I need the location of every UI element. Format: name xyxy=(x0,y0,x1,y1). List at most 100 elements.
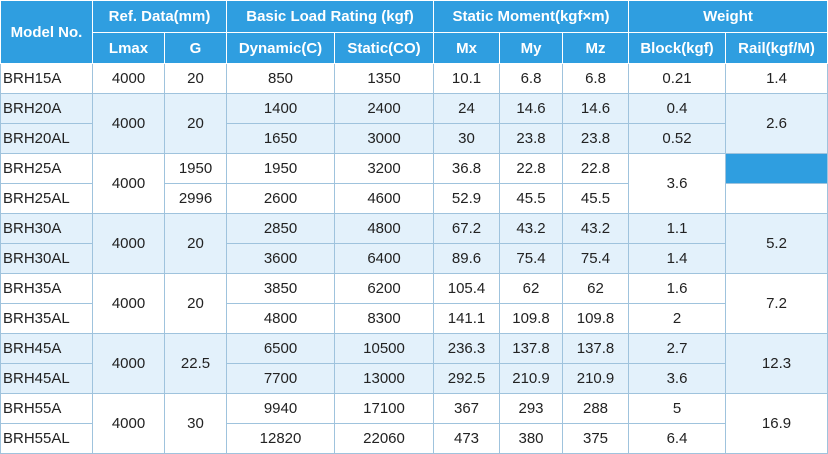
model-cell: BRH45A xyxy=(0,333,93,364)
rail-cell-empty xyxy=(725,183,828,214)
my-cell: 23.8 xyxy=(499,123,564,154)
my-cell: 380 xyxy=(499,423,564,454)
mz-cell: 6.8 xyxy=(562,63,630,94)
header-weight: Weight xyxy=(628,0,828,33)
mz-cell: 288 xyxy=(562,393,630,424)
table-row: BRH35A 4000 20 3850 6200 105.4 62 62 1.6… xyxy=(0,273,828,334)
static-cell: 3200 xyxy=(333,153,435,184)
static-cell: 4800 xyxy=(333,213,435,244)
header-row-sub: Lmax G Dynamic(C) Static(CO) Mx My Mz Bl… xyxy=(1,32,828,64)
static-cell: 10500 xyxy=(333,333,435,364)
model-cell: BRH30A xyxy=(0,213,93,244)
model-cell: BRH55A xyxy=(0,393,93,424)
mz-cell: 14.6 xyxy=(562,93,630,124)
static-cell: 8300 xyxy=(333,303,435,334)
static-cell: 22060 xyxy=(333,423,435,454)
mx-cell: 236.3 xyxy=(433,333,501,364)
mx-cell: 367 xyxy=(433,393,501,424)
block-cell: 3.6 xyxy=(628,153,727,214)
mx-cell: 141.1 xyxy=(433,303,501,334)
header-my: My xyxy=(499,32,564,64)
model-cell: BRH30AL xyxy=(0,243,93,274)
block-cell: 2.7 xyxy=(628,333,727,364)
static-cell: 6200 xyxy=(333,273,435,304)
mz-cell: 45.5 xyxy=(562,183,630,214)
table-row: BRH45AL 7700 13000 292.5 210.9 210.9 3.6 xyxy=(0,363,828,394)
block-cell: 2 xyxy=(628,303,727,334)
model-cell: BRH45AL xyxy=(0,363,93,394)
block-cell: 1.1 xyxy=(628,213,727,244)
lmax-cell: 4000 xyxy=(92,273,165,334)
mx-cell: 67.2 xyxy=(433,213,501,244)
my-cell: 43.2 xyxy=(499,213,564,244)
my-cell: 293 xyxy=(499,393,564,424)
lmax-cell: 4000 xyxy=(92,93,165,154)
rail-cell: 12.3 xyxy=(725,333,828,394)
mz-cell: 75.4 xyxy=(562,243,630,274)
block-cell: 0.21 xyxy=(628,63,727,94)
dynamic-cell: 9940 xyxy=(226,393,335,424)
mz-cell: 43.2 xyxy=(562,213,630,244)
rail-cell: 7.2 xyxy=(725,273,828,334)
dynamic-cell: 7700 xyxy=(226,363,335,394)
rail-cell: 16.9 xyxy=(725,393,828,454)
rail-cell: 5.2 xyxy=(725,213,828,274)
g-cell: 20 xyxy=(164,63,227,94)
header-mz: Mz xyxy=(562,32,630,64)
static-cell: 17100 xyxy=(333,393,435,424)
block-cell: 1.6 xyxy=(628,273,727,304)
mx-cell: 30 xyxy=(433,123,501,154)
header-model-no: Model No. xyxy=(0,0,93,64)
model-cell: BRH35A xyxy=(0,273,93,304)
model-cell: BRH35AL xyxy=(0,303,93,334)
dynamic-cell: 6500 xyxy=(226,333,335,364)
my-cell: 62 xyxy=(499,273,564,304)
dynamic-cell: 1650 xyxy=(226,123,335,154)
static-cell: 4600 xyxy=(333,183,435,214)
model-cell: BRH25AL xyxy=(0,183,93,214)
dynamic-cell: 3850 xyxy=(226,273,335,304)
lmax-cell: 4000 xyxy=(92,63,165,94)
dynamic-cell: 2600 xyxy=(226,183,335,214)
mz-cell: 210.9 xyxy=(562,363,630,394)
static-cell: 3000 xyxy=(333,123,435,154)
mz-cell: 109.8 xyxy=(562,303,630,334)
my-cell: 45.5 xyxy=(499,183,564,214)
g-cell: 30 xyxy=(164,393,227,454)
header-mx: Mx xyxy=(433,32,501,64)
block-cell: 5 xyxy=(628,393,727,424)
g-cell: 20 xyxy=(164,93,227,154)
mx-cell: 473 xyxy=(433,423,501,454)
table-row: BRH45A 4000 22.5 6500 10500 236.3 137.8 … xyxy=(0,333,828,394)
my-cell: 210.9 xyxy=(499,363,564,394)
mz-cell: 23.8 xyxy=(562,123,630,154)
header-rail: Rail(kgf/M) xyxy=(725,32,828,64)
lmax-cell: 4000 xyxy=(92,393,165,454)
table-row: BRH35AL 4800 8300 141.1 109.8 109.8 2 xyxy=(0,303,828,334)
my-cell: 22.8 xyxy=(499,153,564,184)
header-g: G xyxy=(164,32,227,64)
mz-cell: 137.8 xyxy=(562,333,630,364)
header-static-moment: Static Moment(kgf×m) xyxy=(433,0,630,33)
table-row: BRH55AL 12820 22060 473 380 375 6.4 xyxy=(0,423,828,454)
dynamic-cell: 3600 xyxy=(226,243,335,274)
g-cell: 22.5 xyxy=(164,333,227,394)
table-row: BRH15A 4000 20 850 1350 10.1 6.8 6.8 0.2… xyxy=(0,63,828,94)
static-cell: 13000 xyxy=(333,363,435,394)
rail-cell: 2.6 xyxy=(725,93,828,154)
header-load-rating: Basic Load Rating (kgf) xyxy=(225,0,435,33)
table-row: BRH30A 4000 20 2850 4800 67.2 43.2 43.2 … xyxy=(0,213,828,274)
header-row-top: Model No. Ref. Data(mm) Basic Load Ratin… xyxy=(0,0,828,64)
mz-cell: 62 xyxy=(562,273,630,304)
block-cell: 3.6 xyxy=(628,363,727,394)
header-dynamic: Dynamic(C) xyxy=(226,32,335,64)
block-cell: 0.52 xyxy=(628,123,727,154)
g-cell: 20 xyxy=(164,213,227,274)
static-cell: 2400 xyxy=(333,93,435,124)
table-row: BRH25AL 2996 2600 4600 52.9 45.5 45.5 xyxy=(0,183,828,214)
dynamic-cell: 2850 xyxy=(226,213,335,244)
static-cell: 1350 xyxy=(333,63,435,94)
block-cell: 6.4 xyxy=(628,423,727,454)
rail-cell-highlight xyxy=(725,153,828,184)
